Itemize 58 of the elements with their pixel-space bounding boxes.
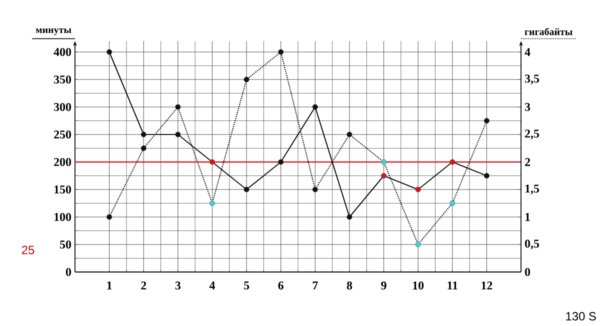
text: 25 <box>22 246 34 254</box>
point <box>106 49 112 55</box>
point <box>140 132 146 138</box>
y2-tick-label: 3 <box>524 102 530 112</box>
point <box>450 200 456 206</box>
point <box>244 186 250 192</box>
point <box>484 118 490 124</box>
y-tick-label: 50 <box>60 240 72 249</box>
point <box>278 49 284 55</box>
point <box>381 159 387 165</box>
y2-tick-label: 2,5 <box>525 130 540 140</box>
y-tick-label: 200 <box>54 158 72 166</box>
y-tick-label: 300 <box>54 102 72 112</box>
y2-tick-label: 1,5 <box>525 184 540 194</box>
point <box>312 104 318 110</box>
y2-tick-label: 1 <box>525 213 530 221</box>
point <box>175 104 181 110</box>
point <box>450 159 456 165</box>
y2-tick-label: 0,5 <box>524 240 540 250</box>
x-tick-label: 12 <box>482 281 492 290</box>
y2-tick-label: 0 <box>524 268 530 276</box>
x-tick-label: 7 <box>312 282 318 290</box>
x-tick-label: 5 <box>244 282 250 290</box>
y2-tick-label: 3,5 <box>524 74 540 84</box>
point <box>346 132 352 138</box>
point <box>415 242 421 248</box>
y-tick-label: 250 <box>54 130 72 139</box>
point <box>140 146 146 151</box>
y2-axis-title: гигабайты <box>524 28 572 36</box>
point <box>209 200 215 206</box>
point <box>209 159 215 165</box>
x-tick-label: 10 <box>413 281 424 290</box>
y2-tick-label: 2 <box>525 158 530 166</box>
y-tick-label: 400 <box>54 48 72 56</box>
point <box>106 214 112 220</box>
point <box>244 76 250 82</box>
x-tick-label: 4 <box>209 281 215 290</box>
y-tick-label: 0 <box>66 268 72 276</box>
x-tick-label: 9 <box>381 281 386 290</box>
y-tick-label: 150 <box>54 185 72 194</box>
point <box>278 159 284 165</box>
x-tick-label: 6 <box>278 281 284 290</box>
x-tick-label: 1 <box>107 282 112 290</box>
x-tick-label: 2 <box>141 281 146 290</box>
y-tick-label: 100 <box>54 212 72 222</box>
y2-tick-label: 4 <box>524 48 530 56</box>
point <box>381 173 387 178</box>
point <box>484 173 490 178</box>
point <box>346 214 352 220</box>
x-tick-label: 8 <box>346 281 352 290</box>
point <box>175 132 181 138</box>
point <box>415 186 421 192</box>
x-tick-label: 3 <box>175 281 180 290</box>
y-tick-label: 350 <box>54 75 72 84</box>
text: 130 S <box>566 312 596 320</box>
point <box>312 186 318 192</box>
x-tick-label: 11 <box>448 282 458 290</box>
y-axis-title: минуты <box>36 28 72 36</box>
